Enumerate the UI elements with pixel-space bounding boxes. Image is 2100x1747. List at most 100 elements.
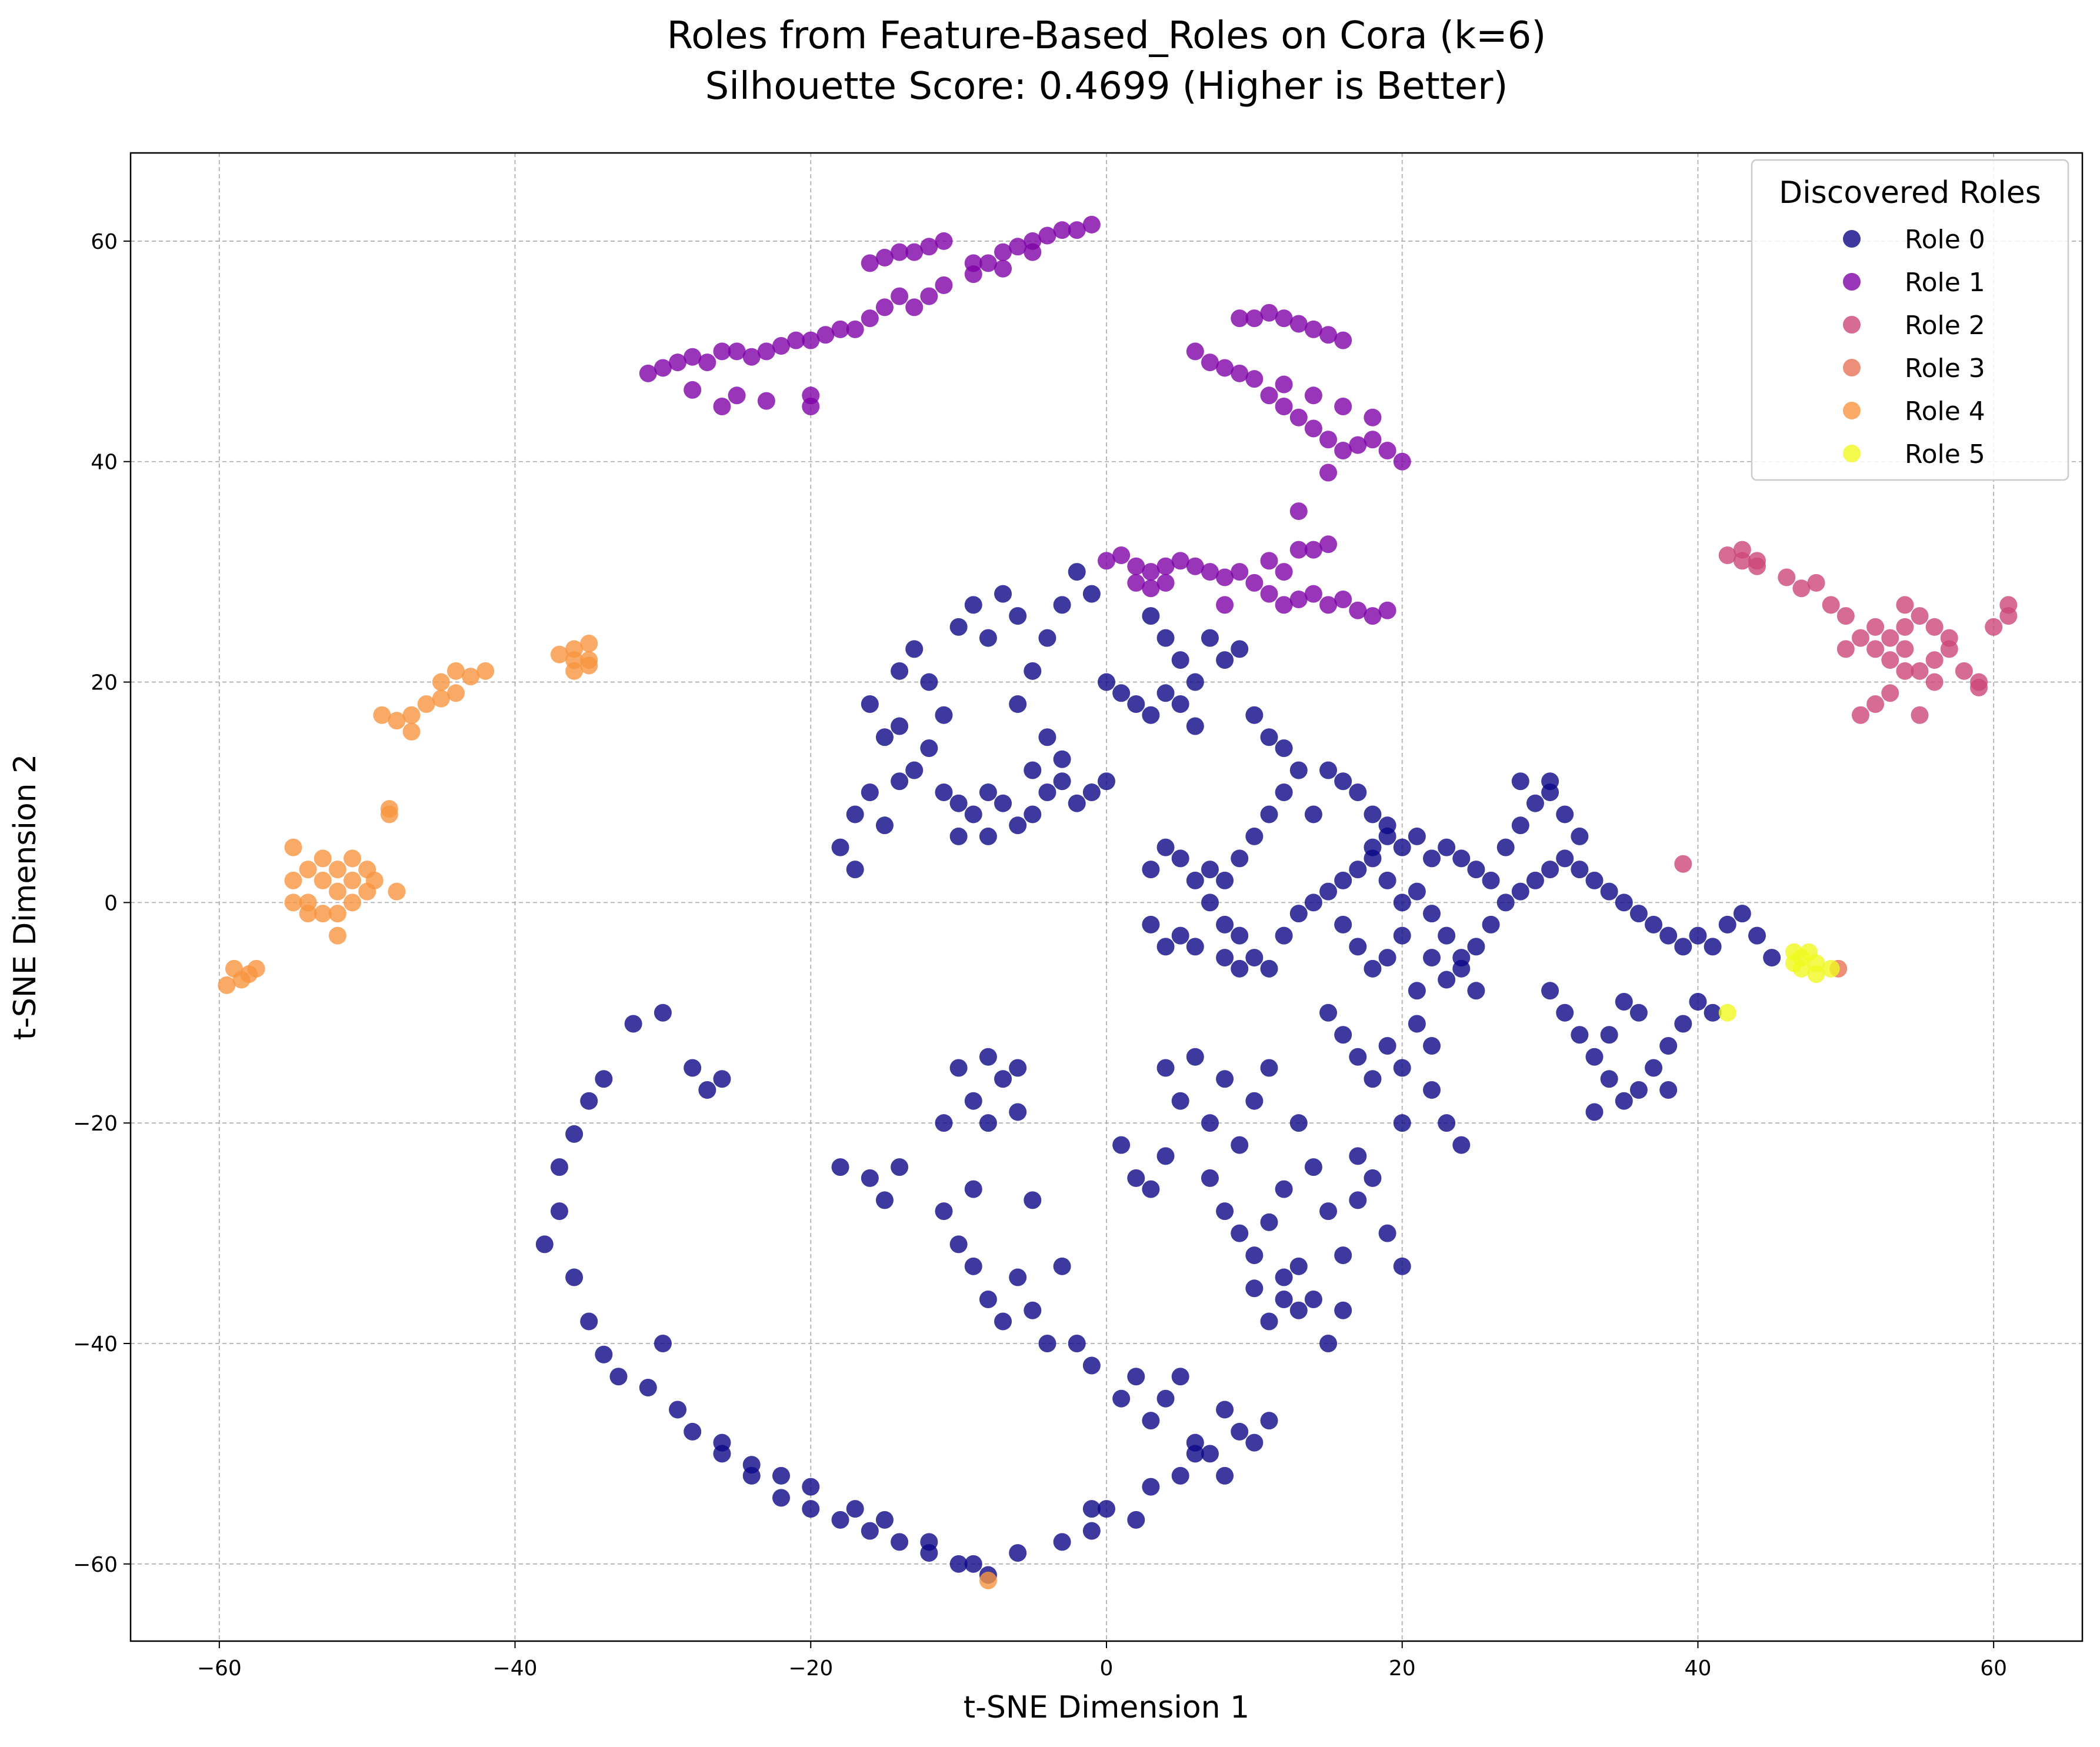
data-point-role-4 [550,645,568,664]
data-point-role-0 [1408,1015,1426,1033]
data-point-role-0 [654,1335,672,1352]
legend-label: Role 4 [1905,396,1985,426]
data-point-role-0 [1186,871,1204,889]
data-point-role-0 [1245,1246,1264,1265]
data-point-role-4 [328,861,346,879]
data-point-role-0 [1260,1059,1278,1077]
data-point-role-0 [1009,1103,1027,1121]
data-point-role-4 [284,871,302,889]
data-point-role-5 [1807,965,1825,983]
data-point-role-1 [1289,315,1308,333]
data-point-role-0 [1009,607,1027,625]
data-point-role-1 [920,287,938,305]
data-point-role-2 [1866,695,1885,714]
data-point-role-1 [1216,596,1234,614]
data-point-role-1 [1334,331,1352,349]
data-point-role-0 [1216,1401,1234,1419]
data-point-role-0 [1142,706,1160,724]
legend-marker [1843,316,1861,334]
data-point-role-0 [979,1048,997,1066]
data-point-role-0 [1452,1136,1471,1154]
data-point-role-1 [979,254,997,272]
data-point-role-0 [1275,1268,1293,1286]
data-point-role-0 [595,1070,613,1088]
data-point-role-0 [831,1511,849,1529]
data-point-role-1 [1231,309,1249,328]
data-point-role-0 [1245,1279,1264,1298]
data-point-role-4 [284,893,302,912]
data-point-role-0 [1186,673,1204,691]
data-point-role-0 [1541,861,1559,879]
data-point-role-0 [831,838,849,856]
data-point-role-0 [1171,695,1189,714]
data-point-role-1 [1245,309,1264,328]
y-tick-label: 20 [91,671,118,695]
grid-lines [131,153,2082,1641]
data-point-role-1 [1142,579,1160,598]
data-point-role-4 [565,651,584,669]
data-point-role-0 [1393,893,1411,912]
data-point-role-1 [684,348,702,366]
data-point-role-0 [1112,1389,1131,1408]
data-point-role-0 [1334,772,1352,791]
data-point-role-0 [1216,915,1234,933]
data-point-role-0 [949,794,968,812]
data-point-role-5 [1785,954,1803,972]
data-point-role-0 [1009,1268,1027,1286]
data-point-role-0 [1585,1103,1604,1121]
data-point-role-2 [1896,662,1914,680]
data-point-role-1 [964,254,982,272]
data-point-role-0 [713,1433,731,1452]
data-point-role-1 [891,287,909,305]
data-point-role-4 [417,695,435,714]
data-point-role-0 [1216,871,1234,889]
data-point-role-0 [802,1478,820,1496]
y-axis-label: t-SNE Dimension 2 [8,754,43,1040]
data-point-role-0 [1438,971,1456,989]
data-point-role-0 [846,861,864,879]
data-point-role-0 [1127,695,1145,714]
data-point-role-0 [920,673,938,691]
data-point-role-0 [1142,1478,1160,1496]
data-point-role-1 [1393,452,1411,471]
data-point-role-0 [1334,871,1352,889]
data-point-role-2 [1851,629,1869,647]
data-point-role-4 [247,959,265,978]
legend-marker [1843,230,1861,248]
data-point-role-0 [979,629,997,647]
data-point-role-0 [1201,893,1219,912]
x-tick-label: 0 [1100,1656,1114,1681]
data-point-role-1 [1289,541,1308,559]
data-points [218,215,2018,1589]
data-point-role-1 [875,298,894,316]
data-point-role-0 [1659,1037,1678,1055]
data-point-role-2 [1896,640,1914,658]
data-point-role-0 [1393,926,1411,945]
data-point-role-2 [1807,574,1825,592]
data-point-role-0 [1718,915,1736,933]
data-point-role-1 [935,232,953,250]
data-point-role-0 [994,794,1012,812]
legend-label: Role 1 [1905,268,1985,298]
data-point-role-0 [1615,893,1633,912]
data-point-role-0 [772,1466,790,1485]
data-point-role-0 [1024,1191,1042,1209]
data-point-role-1 [698,354,716,372]
data-point-role-0 [1629,1003,1648,1022]
data-point-role-0 [1127,1511,1145,1529]
data-point-role-0 [1438,838,1456,856]
data-point-role-1 [1289,591,1308,608]
data-point-role-1 [713,398,731,416]
data-point-role-0 [1615,993,1633,1011]
data-point-role-0 [1674,938,1692,956]
data-point-role-4 [218,976,236,994]
data-point-role-0 [684,1422,702,1441]
data-point-role-0 [1659,926,1678,945]
data-point-role-0 [1704,1003,1722,1022]
data-point-role-1 [1245,370,1264,388]
data-point-role-1 [684,381,702,399]
legend-box [1751,159,2069,481]
data-point-role-0 [1201,1114,1219,1132]
data-point-role-0 [1526,871,1544,889]
data-point-role-1 [802,398,820,416]
